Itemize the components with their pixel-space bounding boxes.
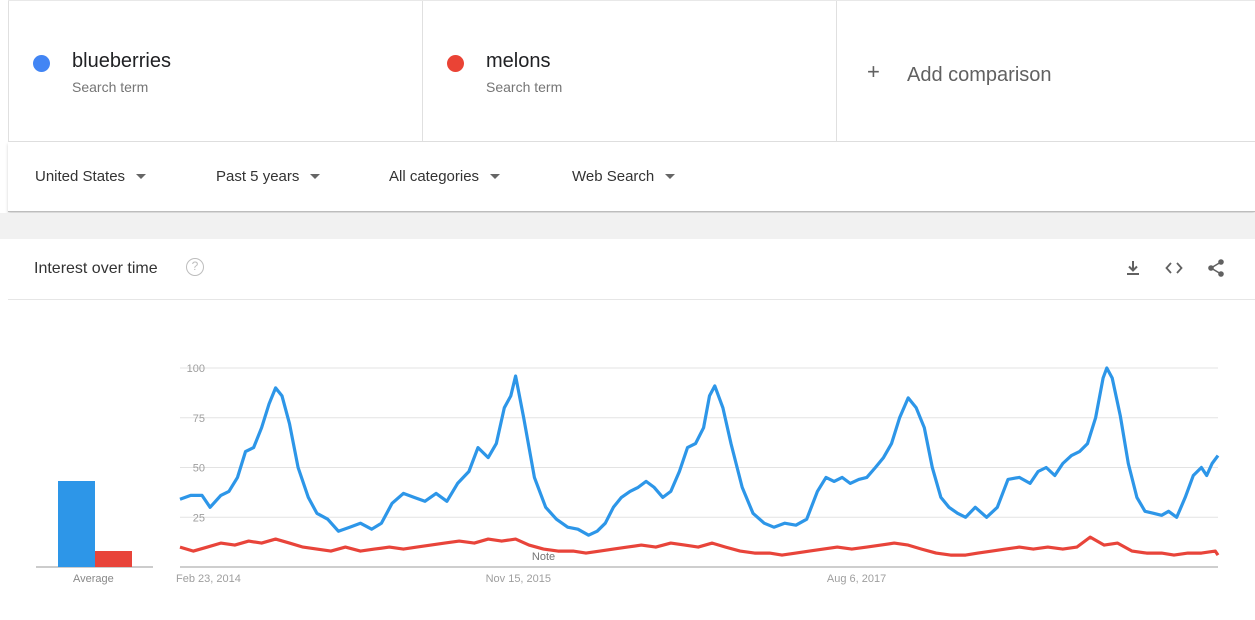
note-label: Note [532,551,555,563]
series-color-dot [447,55,464,72]
chart-grid [180,367,1218,568]
average-bar-blueberries [58,481,95,567]
search-term-blueberries[interactable]: blueberries Search term [8,1,422,141]
filter-label: Past 5 years [216,168,300,185]
section-gap [0,213,1255,239]
help-icon[interactable]: ? [186,258,204,276]
comparison-bar: blueberries Search term melons Search te… [8,0,1255,142]
dropdown-arrow-icon [665,174,676,179]
download-icon[interactable] [1122,257,1144,279]
share-icon[interactable] [1205,257,1227,279]
filter-region-dropdown[interactable]: United States [35,168,147,185]
filter-label: All categories [389,168,480,185]
embed-icon[interactable] [1163,257,1185,279]
filter-label: Web Search [572,168,655,185]
term-type: Search term [486,79,563,95]
search-term-melons[interactable]: melons Search term [422,1,836,141]
y-tick-label: 50 [193,463,205,475]
average-label: Average [73,573,114,585]
y-tick-label: 75 [193,413,205,425]
chart-note[interactable]: Note [532,551,555,563]
filter-bar: United States Past 5 years All categorie… [8,142,1255,212]
y-axis: 25 50 75 100 [187,363,205,524]
chart-series [179,366,1220,557]
dropdown-arrow-icon [310,174,321,179]
x-tick-label: Aug 6, 2017 [827,573,886,585]
x-tick-label: Feb 23, 2014 [176,573,241,585]
series-line-melons [179,535,1220,557]
average-bar-melons [95,551,132,567]
average-bars [36,481,153,568]
dropdown-arrow-icon [490,174,501,179]
add-comparison-label: Add comparison [907,64,1052,86]
dropdown-arrow-icon [136,174,147,179]
series-color-dot [33,55,50,72]
filter-search-type-dropdown[interactable]: Web Search [572,168,676,185]
filter-label: United States [35,168,126,185]
series-line-blueberries [179,366,1220,537]
filter-time-range-dropdown[interactable]: Past 5 years [216,168,321,185]
x-axis: Feb 23, 2014 Nov 15, 2015 Aug 6, 2017 [176,573,886,585]
term-name[interactable]: blueberries [72,50,171,72]
card-title: Interest over time [34,260,158,277]
x-tick-label: Nov 15, 2015 [486,573,551,585]
y-tick-label: 100 [187,363,205,375]
y-tick-label: 25 [193,512,205,524]
filter-category-dropdown[interactable]: All categories [389,168,501,185]
term-name[interactable]: melons [486,50,551,72]
interest-over-time-card: Interest over time ? [8,239,1255,620]
add-comparison-button[interactable]: + Add comparison [836,1,1255,141]
plus-icon: + [867,59,880,84]
card-header: Interest over time ? [8,239,1255,300]
term-type: Search term [72,79,149,95]
